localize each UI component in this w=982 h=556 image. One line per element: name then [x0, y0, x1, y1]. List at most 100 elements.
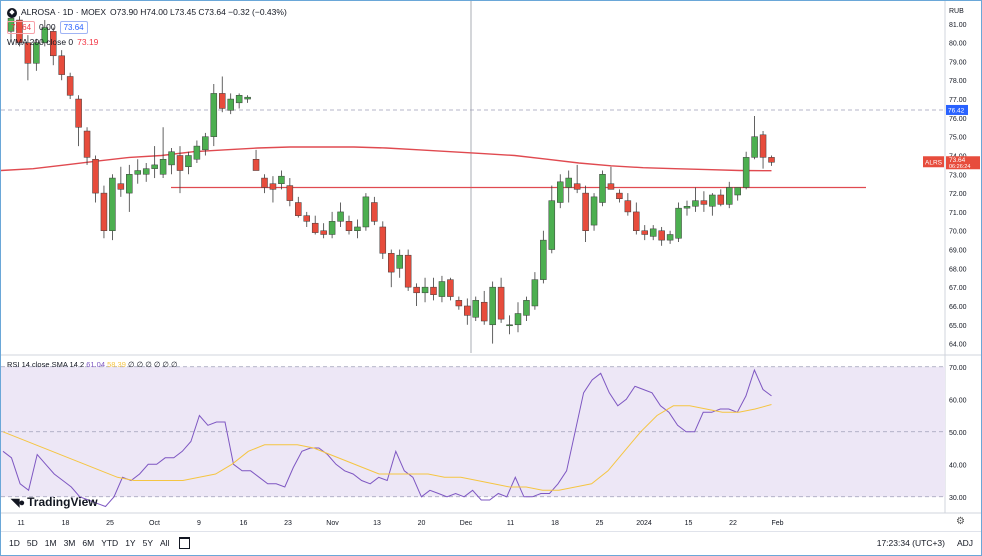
candle-body[interactable] — [480, 301, 488, 322]
candle-body[interactable] — [759, 134, 767, 158]
candle-body[interactable] — [438, 281, 446, 297]
candle-body[interactable] — [734, 187, 741, 196]
candle-body[interactable] — [396, 254, 403, 269]
candle-body[interactable] — [261, 177, 268, 188]
candle-body[interactable] — [709, 194, 716, 207]
candle-body[interactable] — [24, 42, 32, 64]
candle-body[interactable] — [497, 286, 505, 320]
candle-body[interactable] — [252, 158, 260, 171]
candle-body[interactable] — [219, 93, 226, 109]
candle-body[interactable] — [176, 155, 184, 171]
range-button-6m[interactable]: 6M — [82, 538, 95, 548]
rsi-sma-line[interactable] — [2, 404, 772, 491]
candle-body[interactable] — [421, 286, 429, 294]
candle-body[interactable] — [33, 42, 40, 64]
candle-body[interactable] — [185, 155, 192, 168]
candle-body[interactable] — [388, 253, 395, 273]
candle-body[interactable] — [303, 215, 310, 222]
range-button-ytd[interactable]: YTD — [101, 538, 119, 548]
candle-body[interactable] — [151, 164, 158, 169]
candle-body[interactable] — [193, 145, 201, 160]
candle-body[interactable] — [345, 221, 353, 231]
candle-body[interactable] — [506, 324, 513, 327]
candle-body[interactable] — [565, 177, 572, 188]
candle-body[interactable] — [768, 157, 775, 163]
candle-body[interactable] — [16, 19, 23, 43]
candle-body[interactable] — [523, 300, 530, 316]
candle-body[interactable] — [700, 200, 708, 205]
symbol-title[interactable]: ALROSA · 1D · MOEX — [21, 7, 107, 17]
sell-price-box[interactable]: 73.64 — [7, 21, 36, 34]
candle-body[interactable] — [683, 206, 691, 209]
range-button-3m[interactable]: 3M — [63, 538, 76, 548]
candle-body[interactable] — [50, 31, 57, 57]
candle-body[interactable] — [371, 202, 378, 222]
candle-body[interactable] — [142, 168, 150, 175]
candle-body[interactable] — [269, 183, 277, 190]
candle-body[interactable] — [244, 96, 251, 100]
wma-indicator-label[interactable]: WMA 200 close 0 — [7, 37, 74, 47]
candle-body[interactable] — [472, 300, 479, 318]
range-button-1y[interactable]: 1Y — [125, 538, 136, 548]
candle-body[interactable] — [624, 200, 632, 213]
candle-body[interactable] — [362, 196, 370, 228]
candle-body[interactable] — [92, 158, 99, 194]
candle-body[interactable] — [666, 234, 674, 241]
candle-body[interactable] — [573, 183, 581, 190]
candle-body[interactable] — [58, 55, 65, 75]
candle-body[interactable] — [413, 286, 420, 294]
candle-body[interactable] — [354, 226, 361, 231]
candle-body[interactable] — [649, 228, 657, 237]
candle-body[interactable] — [590, 196, 598, 226]
candle-body[interactable] — [582, 192, 589, 231]
candle-body[interactable] — [286, 185, 294, 201]
range-button-1m[interactable]: 1M — [44, 538, 57, 548]
range-button-5y[interactable]: 5Y — [142, 538, 153, 548]
calendar-icon[interactable] — [179, 537, 191, 549]
rsi-label[interactable]: RSI 14 close SMA 14 2 — [7, 360, 85, 369]
adj-toggle[interactable]: ADJ — [956, 538, 973, 548]
candle-body[interactable] — [599, 174, 606, 203]
tradingview-logo[interactable]: ◥● TradingView — [11, 495, 98, 509]
candle-body[interactable] — [235, 95, 243, 104]
range-button-5d[interactable]: 5D — [26, 538, 38, 548]
candle-body[interactable] — [531, 279, 539, 307]
candle-body[interactable] — [168, 151, 175, 166]
chart-canvas[interactable]: 81.0080.0079.0078.0077.0076.0075.0074.00… — [1, 1, 981, 531]
wma-200-line[interactable] — [1, 146, 772, 172]
candle-body[interactable] — [692, 200, 699, 207]
candle-body[interactable] — [751, 136, 758, 158]
candle-body[interactable] — [404, 254, 412, 288]
candle-body[interactable] — [430, 286, 437, 295]
rsi-line[interactable] — [2, 368, 772, 508]
gear-icon[interactable]: ⚙ — [956, 516, 965, 527]
candle-body[interactable] — [126, 174, 133, 194]
candle-body[interactable] — [75, 98, 82, 128]
candle-body[interactable] — [109, 177, 116, 231]
candle-body[interactable] — [616, 192, 623, 200]
candle-body[interactable] — [66, 76, 74, 96]
candle-body[interactable] — [134, 170, 141, 175]
candle-body[interactable] — [675, 207, 682, 239]
candle-body[interactable] — [100, 192, 108, 231]
candle-body[interactable] — [311, 222, 319, 233]
candle-body[interactable] — [548, 200, 556, 250]
candle-body[interactable] — [328, 221, 336, 235]
candle-body[interactable] — [41, 27, 49, 43]
candle-body[interactable] — [726, 187, 733, 205]
candle-body[interactable] — [159, 158, 167, 175]
candle-body[interactable] — [607, 183, 615, 190]
candle-body[interactable] — [278, 175, 285, 184]
candle-body[interactable] — [117, 183, 125, 190]
candle-body[interactable] — [447, 279, 454, 297]
currency-label[interactable]: RUB — [949, 8, 964, 15]
candle-body[interactable] — [514, 313, 522, 326]
candle-body[interactable] — [83, 130, 91, 158]
candle-body[interactable] — [455, 300, 463, 307]
candle-body[interactable] — [320, 230, 327, 235]
candle-body[interactable] — [717, 194, 725, 205]
candle-body[interactable] — [337, 211, 344, 222]
clock[interactable]: 17:23:34 (UTC+3) — [876, 538, 945, 548]
last-price-tag[interactable] — [946, 156, 980, 170]
candle-body[interactable] — [464, 305, 471, 316]
